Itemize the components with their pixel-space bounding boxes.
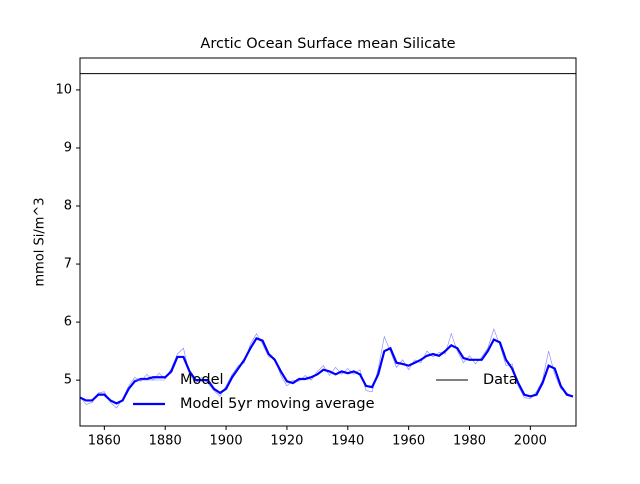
y-tick-label: 9 [64, 140, 72, 155]
x-tick-label: 2000 [514, 434, 547, 449]
legend-label: Data [483, 372, 518, 388]
y-axis-label: mmol Si/m^3 [33, 197, 48, 286]
x-tick-label: 1960 [392, 434, 425, 449]
legend-label: Model 5yr moving average [180, 396, 375, 412]
y-tick-label: 8 [64, 199, 72, 214]
x-tick-label: 1880 [149, 434, 182, 449]
x-tick-label: 1920 [270, 434, 303, 449]
y-tick-label: 6 [64, 315, 72, 330]
y-tick-label: 7 [64, 257, 72, 272]
x-tick-label: 1980 [453, 434, 486, 449]
plot-frame [79, 57, 577, 427]
chart-title: Arctic Ocean Surface mean Silicate [200, 36, 455, 52]
series-line [80, 337, 574, 405]
x-tick-label: 1860 [88, 434, 121, 449]
y-tick-label: 10 [55, 82, 72, 97]
x-tick-label: 1900 [210, 434, 243, 449]
y-tick-label: 5 [64, 373, 72, 388]
x-tick-label: 1940 [331, 434, 364, 449]
legend-label: Model [180, 372, 224, 388]
